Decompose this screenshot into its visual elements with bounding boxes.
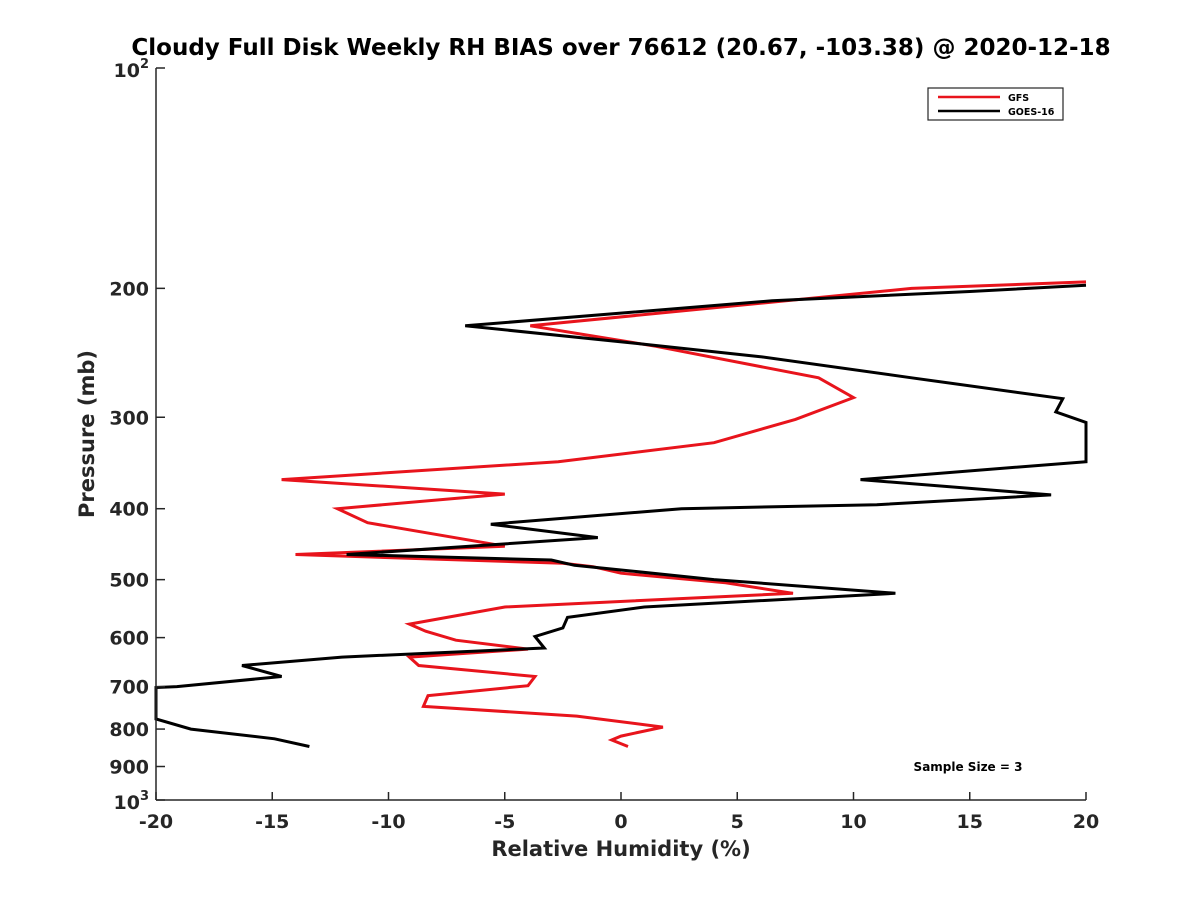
y-tick-label: 300	[109, 407, 149, 429]
x-tick-label: 10	[840, 811, 866, 833]
y-tick-label: 700	[109, 677, 149, 699]
x-tick-label: 20	[1073, 811, 1099, 833]
x-axis-ticks: -20 -15 -10 -5 0 5 10 15 20	[139, 792, 1099, 833]
x-tick-label: -5	[494, 811, 515, 833]
y-tick-label: 500	[109, 570, 149, 592]
y-axis-label: Pressure (mb)	[75, 350, 99, 518]
series-line-goes16	[154, 283, 1088, 748]
y-tick-label: 102	[114, 57, 150, 82]
y-tick-label: 103	[114, 789, 150, 814]
legend-box	[927, 87, 1064, 121]
x-tick-label: 0	[614, 811, 627, 833]
plot-area	[154, 68, 1088, 801]
y-axis-ticks: 102 200 300 400 500 600 700 800 900 103	[109, 57, 165, 814]
sample-size-annotation: Sample Size = 3	[914, 760, 1023, 774]
x-tick-label: -15	[255, 811, 289, 833]
y-tick-label: 800	[109, 719, 149, 741]
x-tick-label: 15	[957, 811, 983, 833]
axes-background	[156, 68, 1086, 800]
y-tick-label: 900	[109, 757, 149, 779]
y-tick-label: 600	[109, 628, 149, 650]
x-tick-label: 5	[731, 811, 744, 833]
x-axis-label: Relative Humidity (%)	[491, 837, 750, 861]
x-tick-label: -10	[371, 811, 405, 833]
chart-title: Cloudy Full Disk Weekly RH BIAS over 766…	[131, 35, 1110, 61]
legend: GFS GOES-16	[927, 87, 1064, 121]
y-tick-label: 400	[109, 499, 149, 521]
series-layer	[154, 280, 1088, 748]
legend-label-goes16: GOES-16	[1008, 107, 1055, 118]
legend-label-gfs: GFS	[1008, 93, 1029, 104]
x-tick-label: -20	[139, 811, 173, 833]
y-tick-label: 200	[109, 278, 149, 300]
series-line-gfs	[281, 280, 1087, 748]
